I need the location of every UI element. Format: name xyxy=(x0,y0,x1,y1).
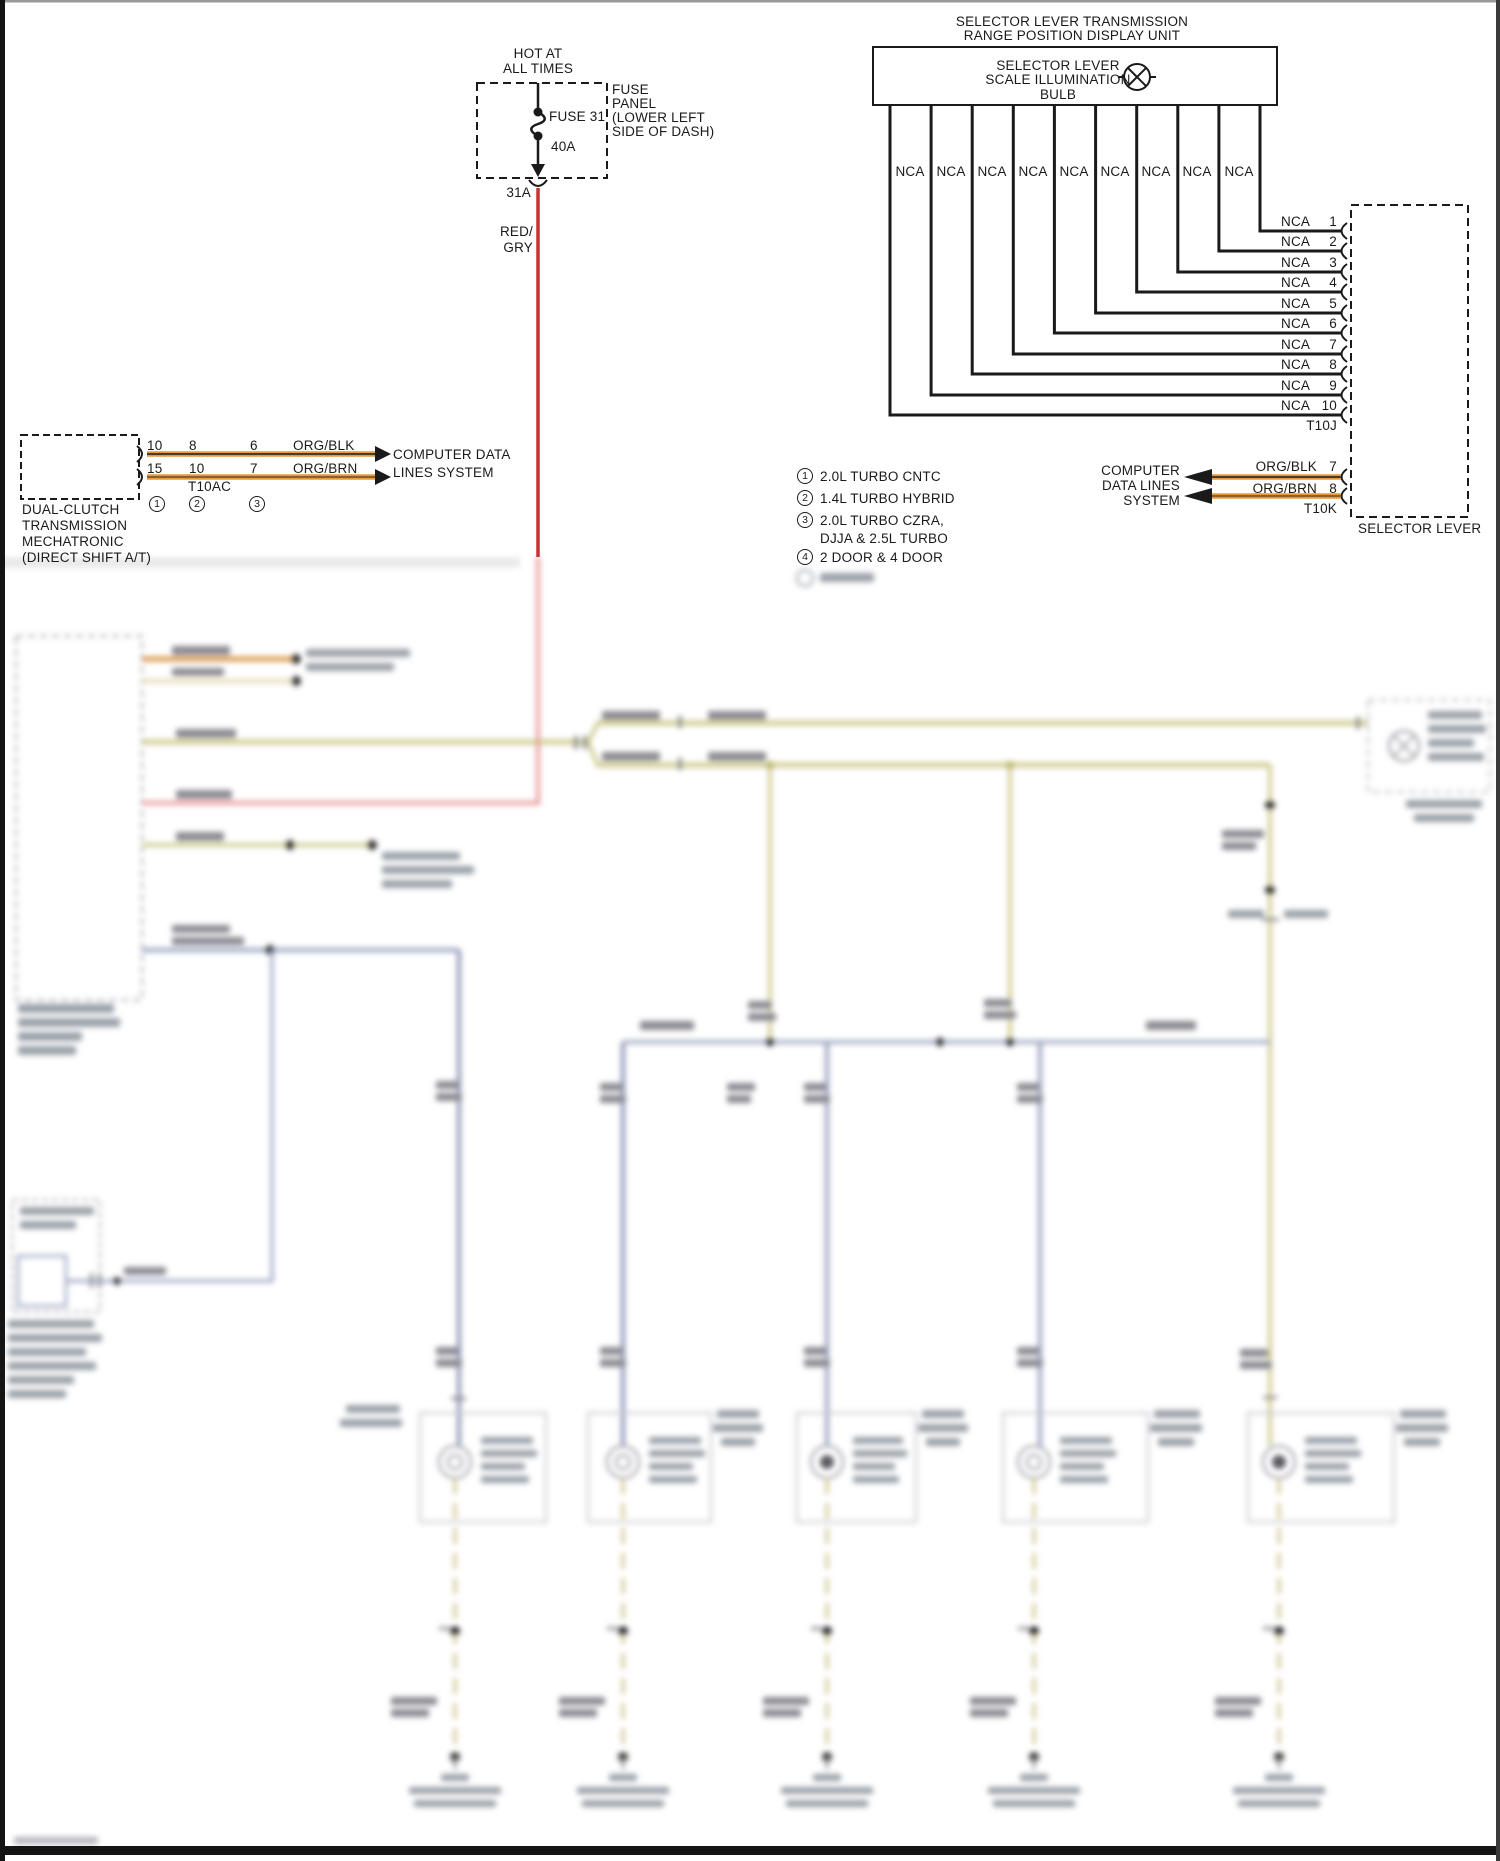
wire-color-red-1: RED/ xyxy=(499,224,533,239)
mech-name-1: DUAL-CLUTCH xyxy=(22,502,120,517)
mech-pin: 15 xyxy=(147,461,163,476)
nca-column-label: NCA xyxy=(1141,164,1171,179)
nca-row-label: NCA xyxy=(1281,214,1311,229)
t10k-connector-label: T10K xyxy=(1303,501,1337,516)
legend-ref-4: 4 xyxy=(797,549,813,565)
nca-row-label: NCA xyxy=(1281,357,1311,372)
nca-row-pin: 5 xyxy=(1329,296,1337,311)
nca-row-pin: 10 xyxy=(1321,398,1337,413)
legend-item-3: 2.0L TURBO CZRA, xyxy=(820,513,944,528)
computer-data-lines-left-1: COMPUTER DATA xyxy=(393,447,511,462)
fuse-panel-note-4: SIDE OF DASH) xyxy=(612,124,715,139)
fuse-panel-symbol xyxy=(476,82,608,557)
nca-column-label: NCA xyxy=(1182,164,1212,179)
nca-row-label: NCA xyxy=(1281,337,1311,352)
mech-name-3: MECHATRONIC xyxy=(22,534,124,549)
footnote-ref-1: 1 xyxy=(149,496,165,512)
nca-row-pin: 6 xyxy=(1329,316,1337,331)
nca-row-pin: 2 xyxy=(1329,234,1337,249)
nca-column-label: NCA xyxy=(936,164,966,179)
computer-data-lines-right-3: SYSTEM xyxy=(1123,493,1180,508)
nca-column-label: NCA xyxy=(895,164,925,179)
display-unit-symbol xyxy=(872,46,1469,518)
mech-pin: 7 xyxy=(250,461,258,476)
fuse-rating: 40A xyxy=(551,139,576,154)
legend-item-3b: DJJA & 2.5L TURBO xyxy=(820,531,948,546)
nca-row-label: NCA xyxy=(1281,296,1311,311)
nca-column-label: NCA xyxy=(1224,164,1254,179)
nca-row-label: NCA xyxy=(1281,255,1311,270)
legend-ref-2: 2 xyxy=(797,490,813,506)
footnote-ref-2: 2 xyxy=(189,496,205,512)
selector-lever-box-label: SELECTOR LEVER xyxy=(1358,521,1482,536)
blurred-lower-diagram xyxy=(0,557,1491,1844)
bulb-label-1: SELECTOR LEVER xyxy=(996,58,1120,73)
mech-wire2-color: ORG/BRN xyxy=(293,461,358,476)
footnote-ref-3: 3 xyxy=(249,496,265,512)
t10k-wire1-color: ORG/BLK xyxy=(1255,459,1317,474)
nca-row-label: NCA xyxy=(1281,316,1311,331)
mech-pin: 10 xyxy=(189,461,205,476)
nca-column-label: NCA xyxy=(977,164,1007,179)
nca-row-label: NCA xyxy=(1281,398,1311,413)
nca-row-pin: 3 xyxy=(1329,255,1337,270)
hot-at-label-2: ALL TIMES xyxy=(502,61,574,76)
t10k-wires xyxy=(1184,469,1341,504)
legend-item-1: 2.0L TURBO CNTC xyxy=(820,469,941,484)
fuse-panel-note-2: PANEL xyxy=(612,96,657,111)
mech-name-2: TRANSMISSION xyxy=(22,518,128,533)
fuse-name: FUSE 31 xyxy=(549,109,606,124)
fuse-panel-note-1: FUSE xyxy=(612,82,649,97)
nca-row-pin: 1 xyxy=(1329,214,1337,229)
hot-at-label-1: HOT AT xyxy=(513,46,563,61)
mech-name-4: (DIRECT SHIFT A/T) xyxy=(22,550,152,565)
nca-row-pin: 4 xyxy=(1329,275,1337,290)
t10j-connector-label: T10J xyxy=(1306,418,1337,433)
fuse-panel-note-3: (LOWER LEFT xyxy=(612,110,705,125)
nca-row-label: NCA xyxy=(1281,378,1311,393)
t10k-wire1-pin: 7 xyxy=(1329,459,1337,474)
t10k-wire2-pin: 8 xyxy=(1329,481,1337,496)
computer-data-lines-right-2: DATA LINES xyxy=(1101,478,1180,493)
wire-color-red-2: GRY xyxy=(503,240,533,255)
nca-row-label: NCA xyxy=(1281,275,1311,290)
mech-pin: 8 xyxy=(189,438,197,453)
bulb-label-3: BULB xyxy=(1039,87,1077,102)
nca-row-pin: 9 xyxy=(1329,378,1337,393)
unit-title-2: RANGE POSITION DISPLAY UNIT xyxy=(963,28,1181,43)
mech-pin: 6 xyxy=(250,438,258,453)
nca-row-pin: 7 xyxy=(1329,337,1337,352)
nca-column-label: NCA xyxy=(1018,164,1048,179)
t10k-wire2-color: ORG/BRN xyxy=(1252,481,1317,496)
nca-row-label: NCA xyxy=(1281,234,1311,249)
unit-title-1: SELECTOR LEVER TRANSMISSION xyxy=(955,14,1189,29)
mechatronic-symbol xyxy=(20,434,391,500)
nca-column-label: NCA xyxy=(1059,164,1089,179)
computer-data-lines-right-1: COMPUTER xyxy=(1101,463,1180,478)
legend-ref-1: 1 xyxy=(797,468,813,484)
bulb-label-2: SCALE ILLUMINATION xyxy=(985,72,1131,87)
computer-data-lines-left-2: LINES SYSTEM xyxy=(393,465,494,480)
nca-column-label: NCA xyxy=(1100,164,1130,179)
mech-pin: 10 xyxy=(147,438,163,453)
t10ac-connector-label: T10AC xyxy=(188,479,232,494)
legend-item-4: 2 DOOR & 4 DOOR xyxy=(820,550,944,565)
legend-ref-3: 3 xyxy=(797,512,813,528)
nca-row-pin: 8 xyxy=(1329,357,1337,372)
mech-wire1-color: ORG/BLK xyxy=(293,438,355,453)
legend-item-2: 1.4L TURBO HYBRID xyxy=(820,491,955,506)
fuse-pin-label: 31A xyxy=(506,185,531,200)
